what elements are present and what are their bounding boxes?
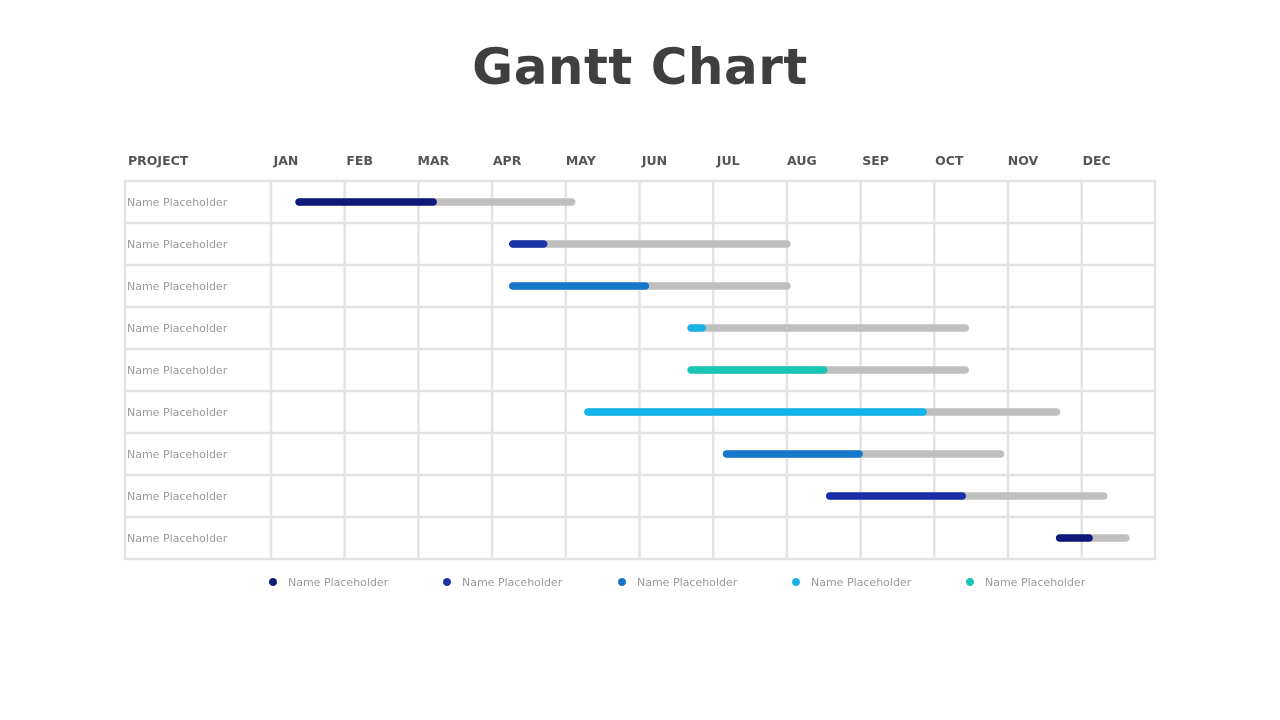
- legend-label: Name Placeholder: [288, 576, 389, 589]
- month-label-dec: DEC: [1083, 153, 1111, 168]
- project-header: PROJECT: [128, 153, 189, 168]
- month-label-sep: SEP: [862, 153, 889, 168]
- legend-label: Name Placeholder: [985, 576, 1086, 589]
- task-label: Name Placeholder: [127, 238, 228, 251]
- month-label-jan: JAN: [273, 153, 299, 168]
- legend-label: Name Placeholder: [811, 576, 912, 589]
- task-label: Name Placeholder: [127, 364, 228, 377]
- grid: [123, 179, 1157, 561]
- month-label-oct: OCT: [935, 153, 964, 168]
- header-row: PROJECT JAN FEB MAR APR MAY JUN JUL AUG SEP OCT NOV…: [128, 153, 1111, 168]
- task-label: Name Placeholder: [127, 196, 228, 209]
- month-label-feb: FEB: [346, 153, 373, 168]
- task-rows: Name Placeholder Name Placeholder Name Pla…: [127, 196, 228, 545]
- month-label-nov: NOV: [1008, 153, 1039, 168]
- legend-label: Name Placeholder: [462, 576, 563, 589]
- task-bars: [295, 198, 1130, 542]
- task-label: Name Placeholder: [127, 490, 228, 503]
- task-label: Name Placeholder: [127, 280, 228, 293]
- task-label: Name Placeholder: [127, 532, 228, 545]
- legend: Name Placeholder Name Placeholder Name Pla…: [269, 576, 1086, 589]
- month-label-aug: AUG: [787, 153, 817, 168]
- task-label: Name Placeholder: [127, 406, 228, 419]
- month-label-jun: JUN: [641, 153, 667, 168]
- legend-marker: [618, 578, 626, 586]
- legend-label: Name Placeholder: [637, 576, 738, 589]
- legend-marker: [792, 578, 800, 586]
- chart-title: Gantt Chart: [472, 38, 808, 96]
- legend-marker: [269, 578, 277, 586]
- legend-marker: [443, 578, 451, 586]
- month-label-apr: APR: [493, 153, 522, 168]
- month-label-jul: JUL: [716, 153, 740, 168]
- task-label: Name Placeholder: [127, 448, 228, 461]
- legend-marker: [966, 578, 974, 586]
- month-label-mar: MAR: [418, 153, 450, 168]
- task-label: Name Placeholder: [127, 322, 228, 335]
- month-label-may: MAY: [566, 153, 597, 168]
